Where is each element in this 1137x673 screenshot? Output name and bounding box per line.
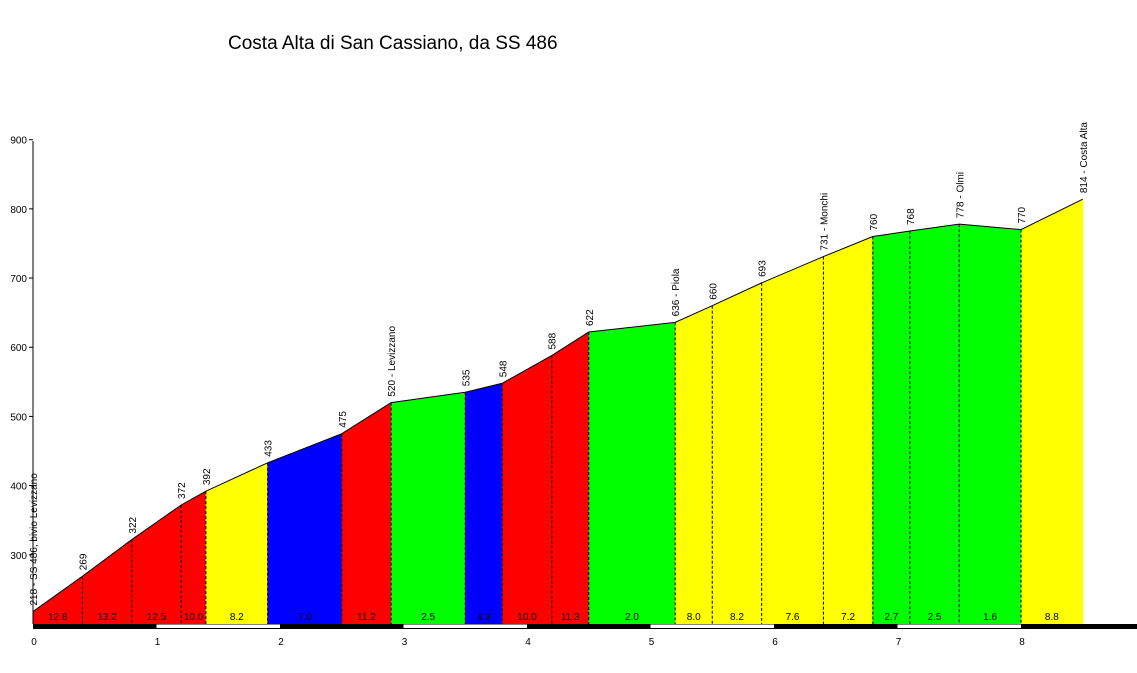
- grade-label: 8.8: [1045, 612, 1059, 623]
- altitude-label: 372: [177, 482, 188, 499]
- grade-segment: [465, 382, 503, 625]
- distance-bar-white-km: [650, 624, 774, 628]
- altitude-label: 731 - Monchi: [819, 193, 830, 251]
- y-tick-label: 900: [10, 136, 27, 147]
- grade-segment: [712, 282, 762, 625]
- y-tick-label: 400: [10, 482, 27, 493]
- altitude-labels: 218 - SS 486, bivio Levizzano 269 322 372 39…: [29, 122, 1090, 606]
- grade-label: 8.2: [730, 612, 744, 623]
- grade-segment: [823, 236, 874, 625]
- grade-label: 12.8: [48, 612, 68, 623]
- grade-label: 7.2: [841, 612, 855, 623]
- profile-outline: [32, 198, 1083, 612]
- distance-bar-base: [33, 624, 1137, 629]
- grade-label: 11.2: [357, 612, 376, 623]
- grade-label: 2.0: [625, 612, 639, 623]
- grade-label: 12.5: [147, 612, 167, 623]
- grade-segment: [588, 322, 676, 625]
- axes: [29, 139, 34, 624]
- grade-label: 13.2: [97, 612, 117, 623]
- grade-label: 8.2: [230, 612, 244, 623]
- x-tick-label: 1: [155, 637, 161, 648]
- y-tick-label: 600: [10, 343, 27, 354]
- x-tick-label: 0: [31, 637, 37, 648]
- grade-segment: [909, 223, 960, 625]
- grade-label: 4.3: [477, 612, 491, 623]
- altitude-label: 218 - SS 486, bivio Levizzano: [29, 473, 40, 606]
- grade-segment: [1020, 198, 1083, 625]
- distance-bar-white-km: [403, 624, 527, 628]
- altitude-label: 535: [461, 369, 472, 386]
- y-tick-label: 500: [10, 412, 27, 423]
- altitude-label: 660: [708, 283, 719, 300]
- altitude-label: 693: [758, 260, 769, 277]
- grade-segment: [180, 490, 207, 625]
- grade-label: 10.0: [517, 612, 537, 623]
- distance-bar-white-km: [897, 624, 1021, 628]
- altitude-label: 636 - Piola: [671, 268, 682, 316]
- grade-label: 2.5: [421, 612, 435, 623]
- x-tick-label: 3: [402, 637, 408, 648]
- altitude-label: 622: [585, 309, 596, 326]
- grade-segment: [551, 331, 589, 625]
- altitude-label: 392: [202, 468, 213, 485]
- tick-labels: 300 400 500 600 700 800 900 0 1 2 3 4 5 6 7 8: [10, 136, 1025, 648]
- altitude-label: 433: [264, 440, 275, 457]
- grade-label: 2.5: [928, 612, 942, 623]
- segment-dividers: [81, 199, 1084, 624]
- grade-segment: [761, 256, 824, 625]
- grade-segment: [341, 402, 392, 625]
- grade-label: 8.0: [687, 612, 701, 623]
- grade-segment: [674, 305, 713, 625]
- x-tick-label: 6: [772, 637, 778, 648]
- grade-label: 7.0: [298, 612, 312, 623]
- grade-segment: [502, 355, 552, 625]
- grade-label: 10.0: [184, 612, 204, 623]
- x-tick-label: 2: [278, 637, 284, 648]
- grade-labels: 12.8 13.2 12.5 10.0 8.2 7.0 11.2 2.5 4.3 10.0 11.3…: [48, 612, 1059, 623]
- grade-label: 2.7: [884, 612, 898, 623]
- altitude-label: 770: [1017, 206, 1028, 223]
- x-tick-label: 7: [896, 637, 902, 648]
- grade-label: 1.6: [983, 612, 997, 623]
- altitude-label: 322: [128, 516, 139, 533]
- grade-segment: [390, 391, 466, 625]
- altitude-label: 520 - Levizzano: [387, 326, 398, 397]
- altitude-label: 588: [548, 332, 559, 349]
- altitude-label: 814 - Costa Alta: [1079, 122, 1090, 194]
- altitude-label: 475: [338, 411, 349, 428]
- x-tick-label: 5: [649, 637, 655, 648]
- grade-label: 7.6: [786, 612, 800, 623]
- y-tick-label: 300: [10, 551, 27, 562]
- grade-segment: [872, 230, 911, 625]
- altitude-label: 760: [869, 213, 880, 230]
- grade-label: 11.3: [561, 612, 580, 623]
- gradient-fills: [32, 198, 1083, 625]
- altitude-label: 548: [498, 360, 509, 377]
- x-tick-label: 4: [525, 637, 531, 648]
- y-tick-label: 800: [10, 205, 27, 216]
- chart-title: Costa Alta di San Cassiano, da SS 486: [228, 33, 558, 54]
- y-tick-label: 700: [10, 274, 27, 285]
- grade-segment: [267, 433, 342, 625]
- grade-segment: [959, 223, 1022, 625]
- profile-line: [32, 198, 1083, 612]
- x-tick-label: 8: [1019, 637, 1025, 648]
- altitude-label: 778 - Olmi: [955, 172, 966, 218]
- distance-bar-white-km: [156, 624, 280, 628]
- altitude-label: 269: [78, 553, 89, 570]
- altitude-label: 768: [906, 208, 917, 225]
- distance-bar: [33, 624, 1137, 629]
